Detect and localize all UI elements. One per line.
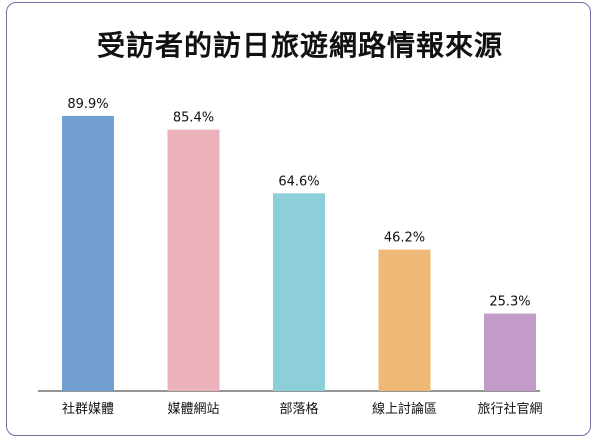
category-label-3: 部落格 xyxy=(279,401,318,417)
category-label-4: 線上討論區 xyxy=(372,401,437,417)
category-label-5: 旅行社官網 xyxy=(477,401,542,417)
data-label-2: 85.4% xyxy=(173,111,214,126)
data-label-5: 25.3% xyxy=(489,295,530,310)
data-label-1: 89.9% xyxy=(67,97,108,112)
category-label-1: 社群媒體 xyxy=(62,401,114,417)
bar-5 xyxy=(484,313,536,391)
bar-2 xyxy=(167,129,220,391)
bar-1 xyxy=(62,115,114,391)
chart-title: 受訪者的訪日旅遊網路情報來源 xyxy=(96,29,503,62)
data-label-4: 46.2% xyxy=(384,231,425,246)
bar-4 xyxy=(378,249,431,391)
bar-3 xyxy=(273,193,325,391)
category-label-2: 媒體網站 xyxy=(167,402,219,417)
data-label-3: 64.6% xyxy=(278,174,319,189)
